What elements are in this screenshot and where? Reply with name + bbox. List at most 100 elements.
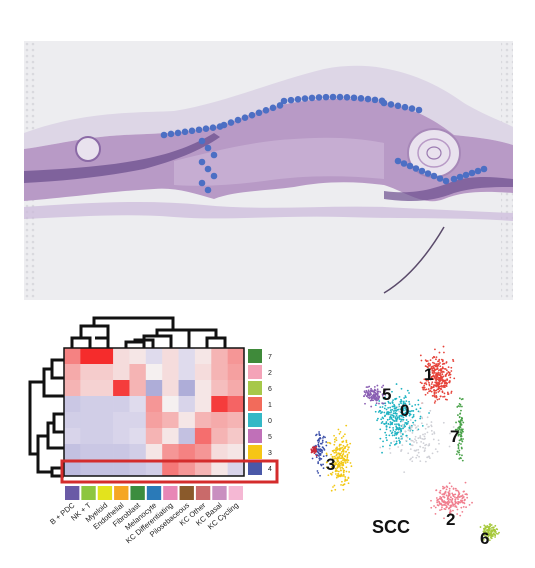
umap-point: [451, 486, 453, 488]
umap-point: [450, 367, 452, 369]
cluster-label: 3: [268, 450, 272, 457]
heatmap-cell: [113, 348, 130, 364]
umap-point: [457, 509, 459, 511]
umap-point: [411, 405, 413, 407]
umap-point: [393, 440, 395, 442]
umap-point: [378, 399, 380, 401]
umap-point: [335, 437, 337, 439]
umap-point: [407, 390, 409, 392]
umap-point: [438, 360, 440, 362]
heatmap-cell: [228, 428, 245, 444]
umap-point: [433, 365, 435, 367]
umap-point: [441, 493, 443, 495]
umap-point: [348, 447, 350, 449]
umap-point: [461, 498, 463, 500]
umap-point: [461, 406, 463, 408]
umap-point: [433, 439, 435, 441]
umap-point: [441, 506, 443, 508]
umap-point: [435, 489, 437, 491]
umap-point: [340, 431, 342, 433]
umap-point: [391, 422, 393, 424]
umap-point: [431, 430, 433, 432]
spot: [372, 97, 379, 104]
umap-point: [341, 464, 343, 466]
umap-point: [489, 525, 491, 527]
spot: [337, 94, 344, 101]
celltype-swatch: [130, 486, 144, 500]
umap-point: [459, 406, 461, 408]
umap-point: [394, 423, 396, 425]
heatmap-cell: [113, 428, 130, 444]
umap-point: [410, 419, 412, 421]
umap-point: [463, 490, 465, 492]
umap-point: [399, 424, 401, 426]
umap-point: [379, 438, 381, 440]
umap-point: [386, 412, 388, 414]
spot: [205, 187, 212, 194]
spot: [161, 132, 168, 139]
umap-point: [318, 446, 320, 448]
umap-point: [318, 449, 320, 451]
umap-point: [321, 443, 323, 445]
umap-point: [449, 380, 451, 382]
umap-point: [338, 471, 340, 473]
spot: [295, 96, 302, 103]
umap-point: [443, 376, 445, 378]
umap-point: [446, 379, 448, 381]
umap-point: [346, 471, 348, 473]
umap-point: [441, 504, 443, 506]
spot: [309, 95, 316, 102]
umap-point: [459, 397, 461, 399]
umap-point: [460, 438, 462, 440]
umap-point: [449, 490, 451, 492]
umap-point: [312, 451, 314, 453]
umap-point: [318, 442, 320, 444]
spot: [263, 107, 270, 114]
umap-point: [425, 359, 427, 361]
umap-point: [334, 441, 336, 443]
umap-point: [412, 430, 414, 432]
umap-point: [412, 417, 414, 419]
umap-point: [375, 404, 377, 406]
umap-point: [379, 406, 381, 408]
umap-point: [337, 448, 339, 450]
umap-point: [418, 452, 420, 454]
umap-point: [438, 439, 440, 441]
spot: [270, 105, 277, 112]
heatmap-cell: [80, 396, 97, 412]
umap-point: [455, 490, 457, 492]
umap-point: [404, 395, 406, 397]
heatmap-cell: [211, 380, 228, 396]
spot: [281, 98, 288, 105]
heatmap-cell: [162, 348, 179, 364]
umap-point: [389, 445, 391, 447]
umap-point: [319, 454, 321, 456]
umap-point: [364, 390, 366, 392]
row-dendrogram: [30, 360, 64, 476]
spot: [358, 95, 365, 102]
umap-point: [315, 451, 317, 453]
umap-point: [430, 500, 432, 502]
heatmap-cell: [129, 380, 146, 396]
umap-point: [399, 431, 401, 433]
umap-point: [312, 447, 314, 449]
cluster-swatch: [248, 365, 262, 379]
umap-point: [384, 407, 386, 409]
heatmap-cell: [211, 444, 228, 460]
umap-point: [389, 448, 391, 450]
heatmap-cell: [211, 428, 228, 444]
umap-point: [400, 428, 402, 430]
umap-point: [387, 423, 389, 425]
umap-point: [458, 452, 460, 454]
umap-point: [422, 434, 424, 436]
heatmap-cell: [179, 412, 196, 428]
umap-point: [442, 486, 444, 488]
umap-point: [405, 440, 407, 442]
umap-point: [321, 452, 323, 454]
heatmap-cell: [179, 428, 196, 444]
umap-point: [430, 507, 432, 509]
umap-point: [433, 362, 435, 364]
umap-point: [439, 369, 441, 371]
umap-point: [346, 479, 348, 481]
umap-point: [392, 431, 394, 433]
